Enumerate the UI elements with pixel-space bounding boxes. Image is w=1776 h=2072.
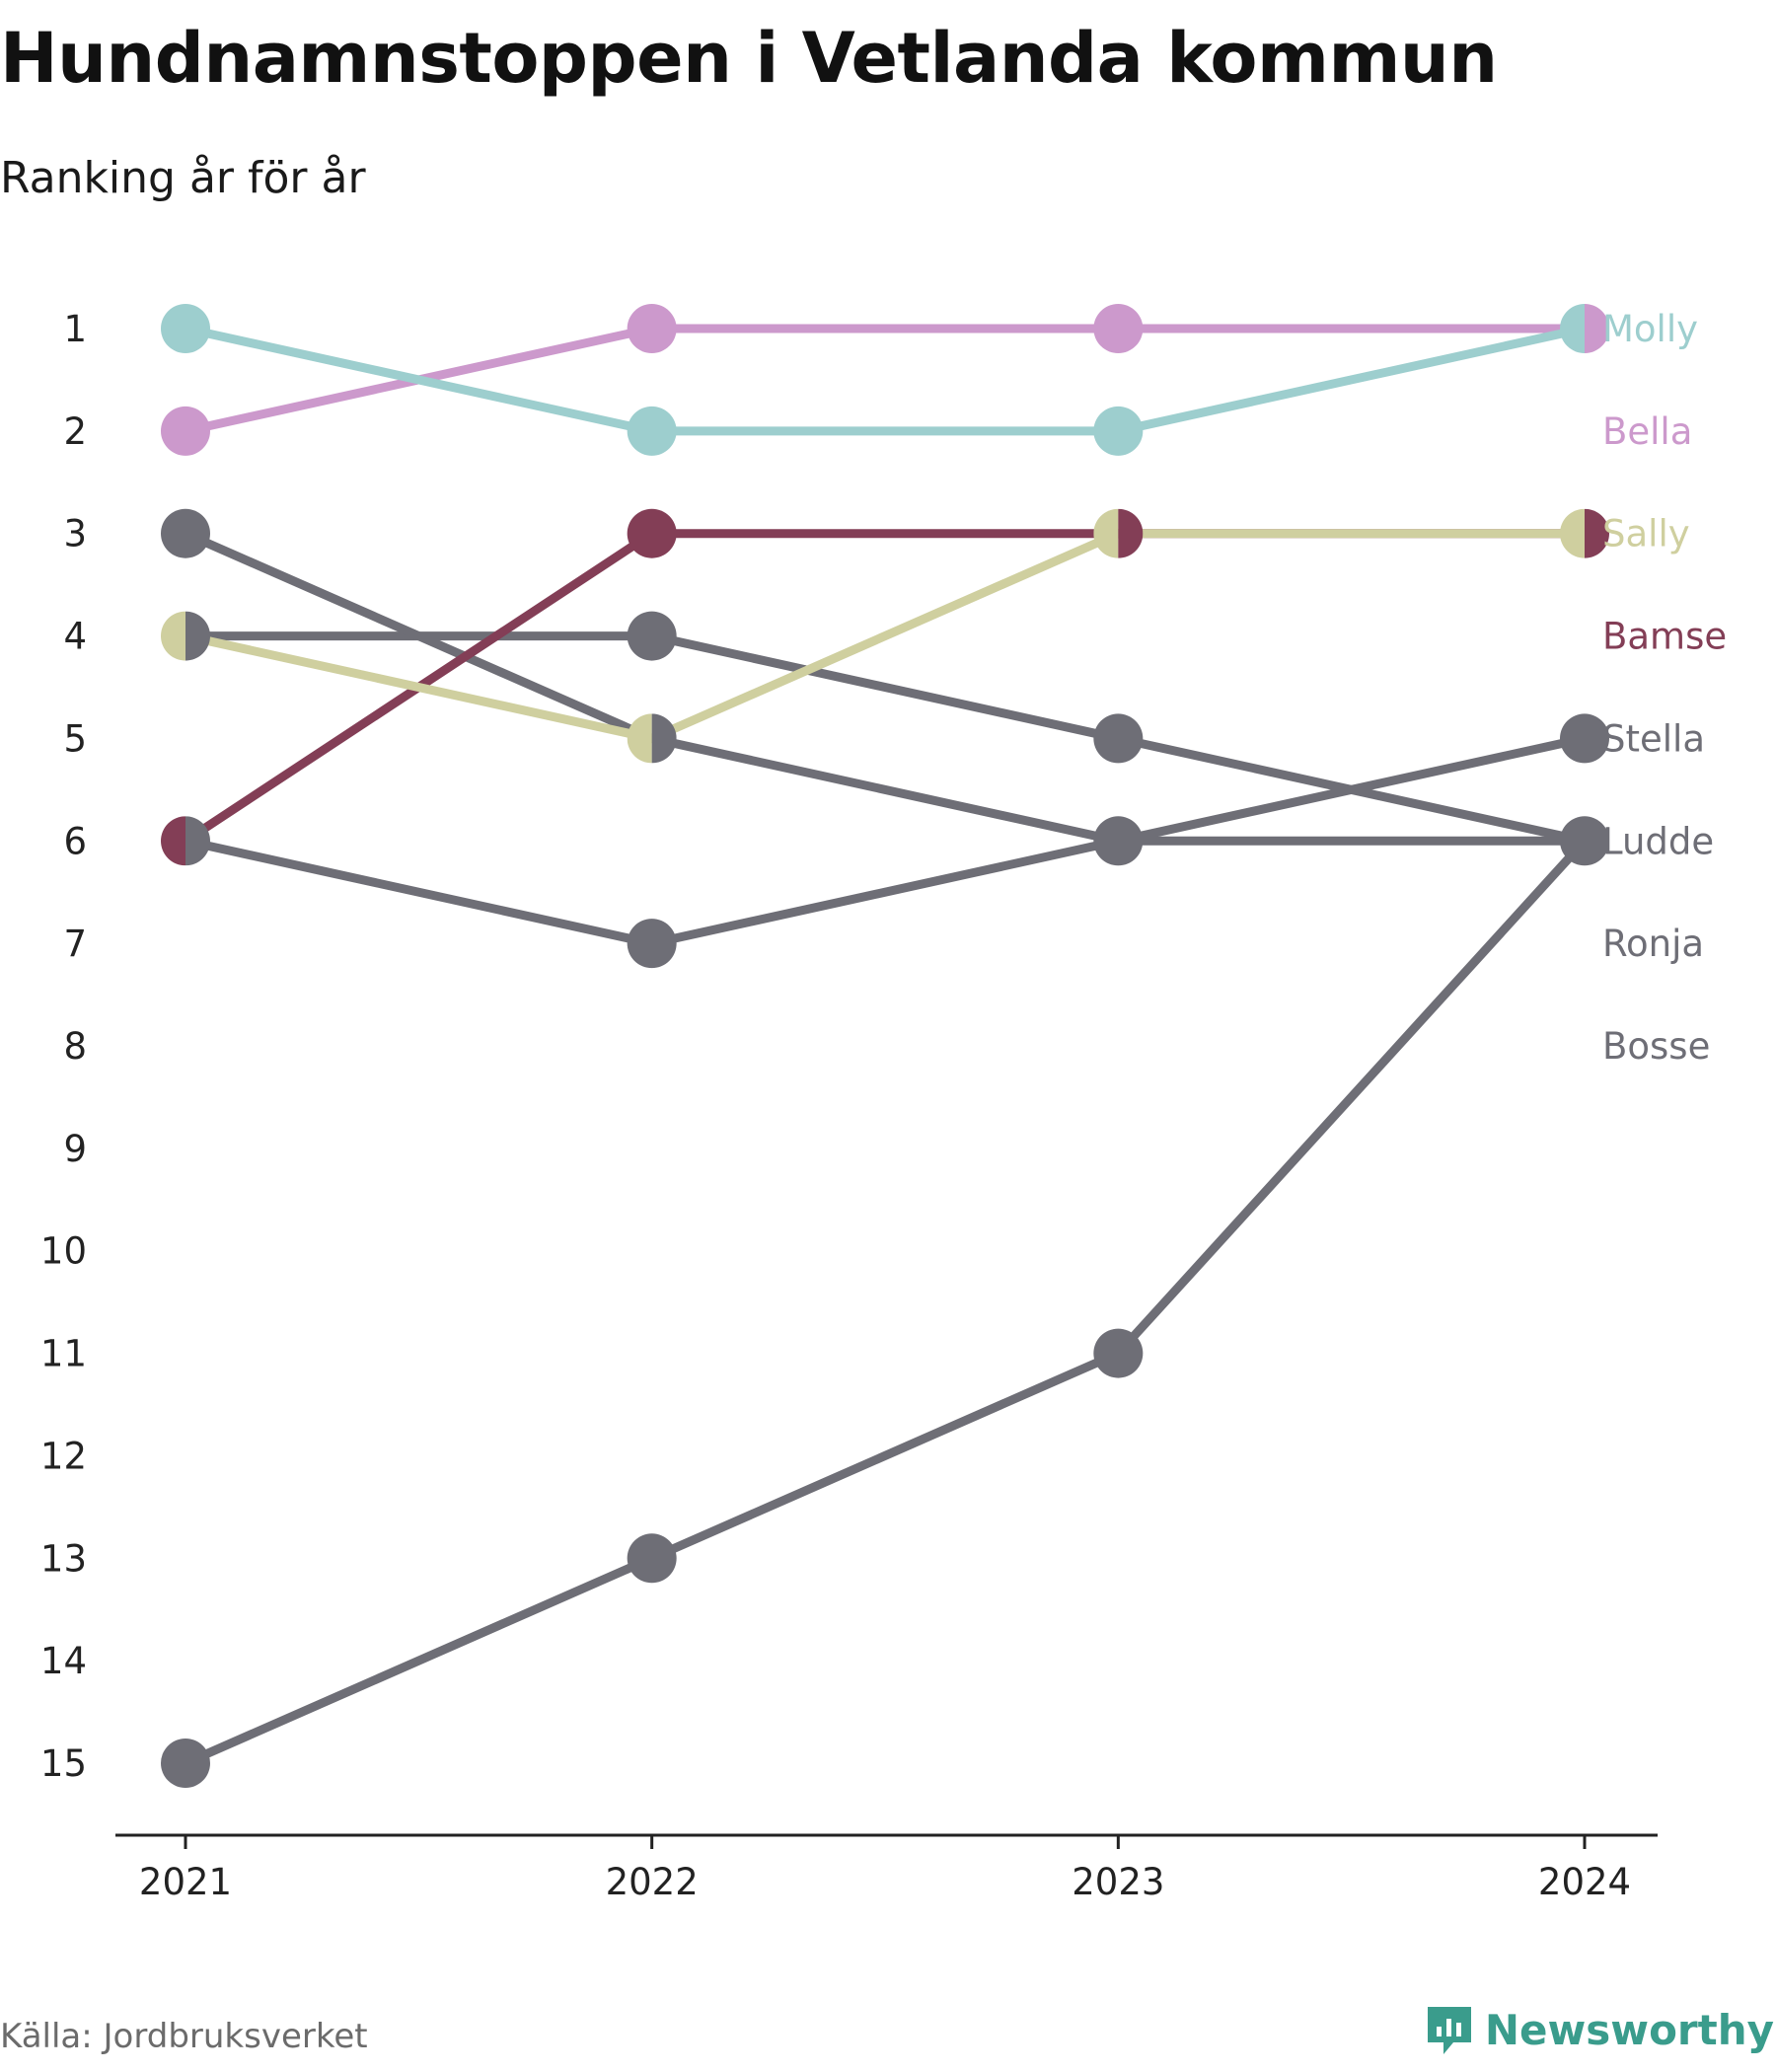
y-tick-label: 11 <box>40 1333 87 1375</box>
y-tick-label: 3 <box>63 513 87 555</box>
y-tick-label: 13 <box>40 1537 87 1580</box>
marker-bella <box>1585 304 1609 353</box>
x-axis: 2021 2022 2023 2024 <box>115 1833 1658 1903</box>
marker-stella <box>627 919 677 969</box>
series-line-bosse <box>181 836 1590 1768</box>
series-markers <box>161 304 1609 1788</box>
x-tick-label: 2024 <box>1538 1861 1631 1903</box>
marker-stella <box>185 816 210 866</box>
marker-ronja <box>185 611 210 661</box>
marker-bamse <box>1585 508 1609 558</box>
marker-ronja <box>627 611 677 661</box>
y-tick-label: 14 <box>40 1640 87 1682</box>
marker-bella <box>1093 304 1144 353</box>
marker-molly <box>1560 304 1585 353</box>
y-tick-label: 5 <box>63 717 87 760</box>
marker-molly <box>627 406 677 456</box>
series-line-molly <box>181 324 1590 436</box>
newsworthy-logo-icon <box>1427 2007 1471 2054</box>
y-tick-label: 8 <box>63 1025 87 1068</box>
marker-bamse <box>161 816 185 866</box>
marker-molly <box>161 304 210 353</box>
marker-ludde <box>651 713 677 764</box>
series-line-sally <box>181 529 1590 743</box>
marker-ludde <box>161 508 210 558</box>
y-tick-label: 1 <box>63 308 87 350</box>
marker-bella <box>161 406 210 456</box>
end-label-bamse: Bamse <box>1602 616 1727 658</box>
y-tick-label: 15 <box>40 1742 87 1785</box>
marker-sally <box>627 713 652 764</box>
marker-bamse <box>1118 508 1144 558</box>
end-label-bosse: Bosse <box>1602 1025 1710 1068</box>
end-label-stella: Stella <box>1602 717 1705 760</box>
source-note: Källa: Jordbruksverket <box>0 2017 368 2056</box>
y-tick-label: 10 <box>40 1230 87 1273</box>
marker-ludde <box>1560 816 1609 866</box>
marker-molly <box>1093 406 1144 456</box>
end-label-ronja: Ronja <box>1602 923 1704 965</box>
marker-bosse <box>161 1739 210 1788</box>
series-end-labels: Molly Bella Sally Bamse Stella Ludde Ronja Boss… <box>1602 308 1727 1068</box>
marker-stella <box>1560 713 1609 764</box>
marker-bella <box>627 304 677 353</box>
end-label-bella: Bella <box>1602 410 1692 453</box>
y-tick-label: 9 <box>63 1128 87 1170</box>
series-line-stella <box>181 733 1590 948</box>
series-line-bella <box>181 324 1590 436</box>
x-tick-label: 2021 <box>139 1861 232 1903</box>
y-tick-label: 2 <box>63 410 87 453</box>
marker-sally <box>1560 508 1585 558</box>
marker-bosse <box>1093 1328 1144 1378</box>
end-label-molly: Molly <box>1602 308 1698 350</box>
series-lines <box>181 324 1590 1768</box>
marker-bosse <box>627 1533 677 1584</box>
chart-title: Hundnamnstoppen i Vetlanda kommun <box>0 18 1498 99</box>
y-tick-label: 12 <box>40 1435 87 1477</box>
series-line-ronja <box>181 631 1590 846</box>
y-tick-label: 7 <box>63 923 87 965</box>
end-label-sally: Sally <box>1602 513 1690 555</box>
x-tick-label: 2023 <box>1072 1861 1164 1903</box>
brand-name: Newsworthy <box>1484 2005 1774 2054</box>
chart-subtitle: Ranking år för år <box>0 153 366 203</box>
brand[interactable]: Newsworthy <box>1424 2003 1774 2056</box>
series-line-ludde <box>181 529 1590 846</box>
marker-sally <box>161 611 185 661</box>
marker-bamse <box>627 508 677 558</box>
end-label-ludde: Ludde <box>1602 820 1714 862</box>
y-tick-label: 6 <box>63 820 87 862</box>
marker-sally <box>1093 508 1119 558</box>
marker-stella <box>1093 816 1144 866</box>
x-tick-label: 2022 <box>606 1861 699 1903</box>
y-tick-label: 4 <box>63 616 87 658</box>
marker-ronja <box>1093 713 1144 764</box>
